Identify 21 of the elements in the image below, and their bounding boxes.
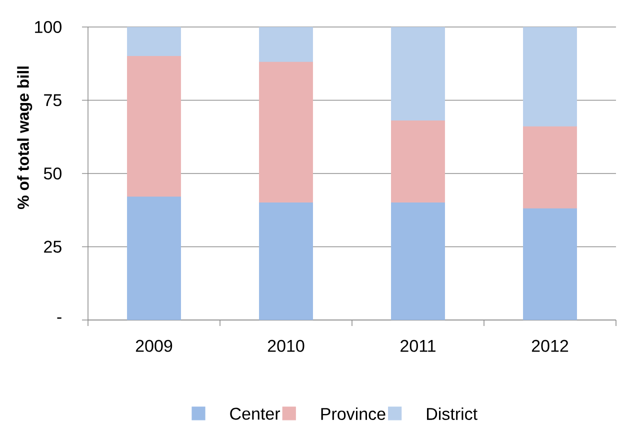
y-tick-label: - (57, 317, 62, 319)
legend-label: Province (321, 408, 386, 420)
bar (259, 62, 313, 204)
legend-label: Center (230, 408, 280, 420)
bar (523, 126, 577, 209)
y-tick-label: 75 (44, 94, 62, 106)
bar (127, 26, 181, 57)
x-tick-label: 2009 (136, 340, 172, 352)
bar (259, 26, 313, 62)
y-tick-label: 25 (44, 240, 62, 253)
y-axis-title: % of total wage bill (17, 66, 32, 210)
bar (523, 26, 577, 127)
bar (127, 56, 181, 198)
x-tick-label: 2012 (532, 340, 568, 352)
x-tick-label: 2011 (400, 340, 436, 352)
bar (391, 120, 445, 204)
y-tick-label: 100 (35, 20, 62, 34)
y-tick-label: 50 (44, 167, 62, 180)
x-tick-label: 2010 (268, 340, 304, 352)
bar (391, 26, 445, 122)
legend-label: District (427, 408, 478, 420)
